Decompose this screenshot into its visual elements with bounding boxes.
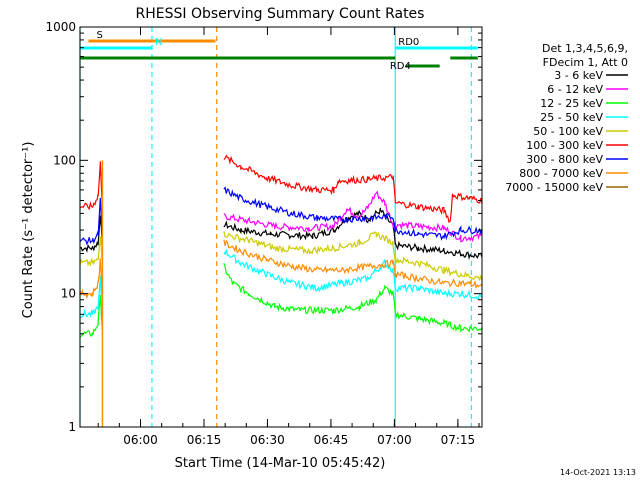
legend-label-3-6-kev: 3 - 6 keV <box>554 69 603 82</box>
legend-header-line-1: Det 1,3,4,5,6,9, <box>542 42 628 55</box>
legend-label-12-25-kev: 12 - 25 keV <box>540 97 603 110</box>
series-800-7000-kev-segment-1 <box>223 239 483 289</box>
series-50-100-kev-segment-1 <box>223 231 483 282</box>
series-25-50-kev-segment-0 <box>79 275 103 319</box>
chart-title: RHESSI Observing Summary Count Rates <box>136 6 425 22</box>
mode-bar-label-n: N <box>155 37 162 48</box>
legend-label-7000-15000-kev: 7000 - 15000 keV <box>505 181 603 194</box>
footer-date: 14-Oct-2021 13:13 <box>560 468 636 477</box>
x-axis-label: Start Time (14-Mar-10 05:45:42) <box>175 456 386 471</box>
x-tick-label-07-00: 07:00 <box>377 433 412 447</box>
x-tick-label-06-45: 06:45 <box>314 433 349 447</box>
series-25-50-kev-segment-1 <box>223 249 483 300</box>
x-tick-label-07-15: 07:15 <box>441 433 476 447</box>
legend-label-25-50-kev: 25 - 50 keV <box>540 111 603 124</box>
axes: 1 10 100 1000 06:00 06:15 06:30 06:45 07:00 07:15 <box>45 20 483 447</box>
x-tick-label-06-00: 06:00 <box>123 433 158 447</box>
mode-bar-label-rd4: RD4 <box>390 61 411 72</box>
y-tick-label-10: 10 <box>61 287 76 301</box>
legend-label-300-800-kev: 300 - 800 keV <box>526 153 603 166</box>
legend-label-50-100-kev: 50 - 100 keV <box>533 125 603 138</box>
mode-bar-label-s: S <box>96 30 102 41</box>
x-tick-label-06-15: 06:15 <box>187 433 222 447</box>
legend-label-100-300-kev: 100 - 300 keV <box>526 139 603 152</box>
y-axis-label: Count Rate (s⁻¹ detector⁻¹) <box>21 142 36 319</box>
series-100-300-kev-segment-0 <box>79 161 103 211</box>
y-tick-label-100: 100 <box>53 153 76 167</box>
series-100-300-kev-segment-1 <box>223 154 483 224</box>
series-12-25-kev-segment-1 <box>223 263 483 333</box>
series-300-800-kev-segment-1 <box>223 186 483 241</box>
series-3-6-kev-segment-1 <box>223 207 483 261</box>
legend-label-6-12-kev: 6 - 12 keV <box>547 83 603 96</box>
series-12-25-kev-segment-0 <box>79 294 103 338</box>
series-300-800-kev-segment-0 <box>79 197 103 246</box>
series-6-12-kev-segment-0 <box>223 190 483 243</box>
series-3-6-kev-segment-0 <box>79 215 103 253</box>
y-tick-label-1: 1 <box>68 420 76 434</box>
plot-area: S N RD0 RD4 <box>79 27 483 427</box>
legend-header-line-2: FDecim 1, Att 0 <box>543 56 628 69</box>
mode-bar-label-rd0: RD0 <box>398 37 419 48</box>
series-800-7000-kev-segment-0 <box>79 258 103 299</box>
series-50-100-kev-segment-0 <box>79 236 103 267</box>
plot-frame <box>79 26 483 428</box>
y-tick-label-1000: 1000 <box>45 20 76 34</box>
x-tick-label-06-30: 06:30 <box>250 433 285 447</box>
legend-label-800-7000-kev: 800 - 7000 keV <box>519 167 603 180</box>
